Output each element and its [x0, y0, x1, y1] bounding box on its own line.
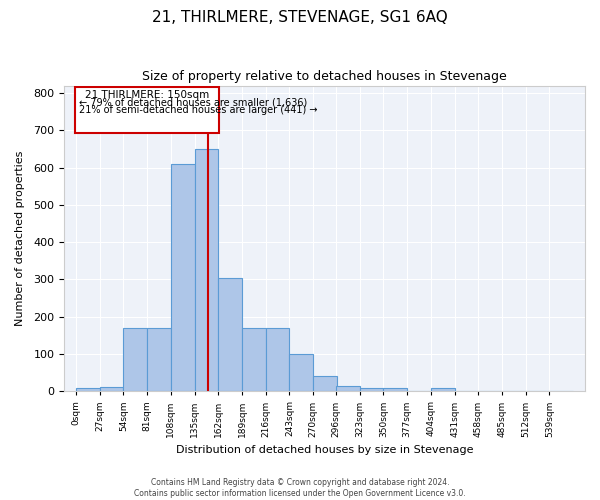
Text: 21, THIRLMERE, STEVENAGE, SG1 6AQ: 21, THIRLMERE, STEVENAGE, SG1 6AQ [152, 10, 448, 25]
Bar [171, 164, 194, 392]
Text: 21 THIRLMERE: 150sqm: 21 THIRLMERE: 150sqm [85, 90, 209, 100]
Bar [218, 278, 242, 392]
Bar [194, 149, 218, 392]
Bar [360, 388, 383, 392]
Text: ← 79% of detached houses are smaller (1,636): ← 79% of detached houses are smaller (1,… [79, 98, 307, 108]
Y-axis label: Number of detached properties: Number of detached properties [15, 150, 25, 326]
FancyBboxPatch shape [75, 88, 219, 134]
Text: 21% of semi-detached houses are larger (441) →: 21% of semi-detached houses are larger (… [79, 104, 317, 115]
Bar [76, 388, 100, 392]
Bar [124, 328, 147, 392]
Bar [266, 328, 289, 392]
Bar [100, 387, 124, 392]
Bar [336, 386, 360, 392]
Bar [242, 328, 266, 392]
Title: Size of property relative to detached houses in Stevenage: Size of property relative to detached ho… [142, 70, 507, 83]
X-axis label: Distribution of detached houses by size in Stevenage: Distribution of detached houses by size … [176, 445, 473, 455]
Bar [313, 376, 337, 392]
Bar [431, 388, 455, 392]
Bar [147, 328, 171, 392]
Bar [383, 388, 407, 392]
Text: Contains HM Land Registry data © Crown copyright and database right 2024.
Contai: Contains HM Land Registry data © Crown c… [134, 478, 466, 498]
Bar [289, 354, 313, 392]
